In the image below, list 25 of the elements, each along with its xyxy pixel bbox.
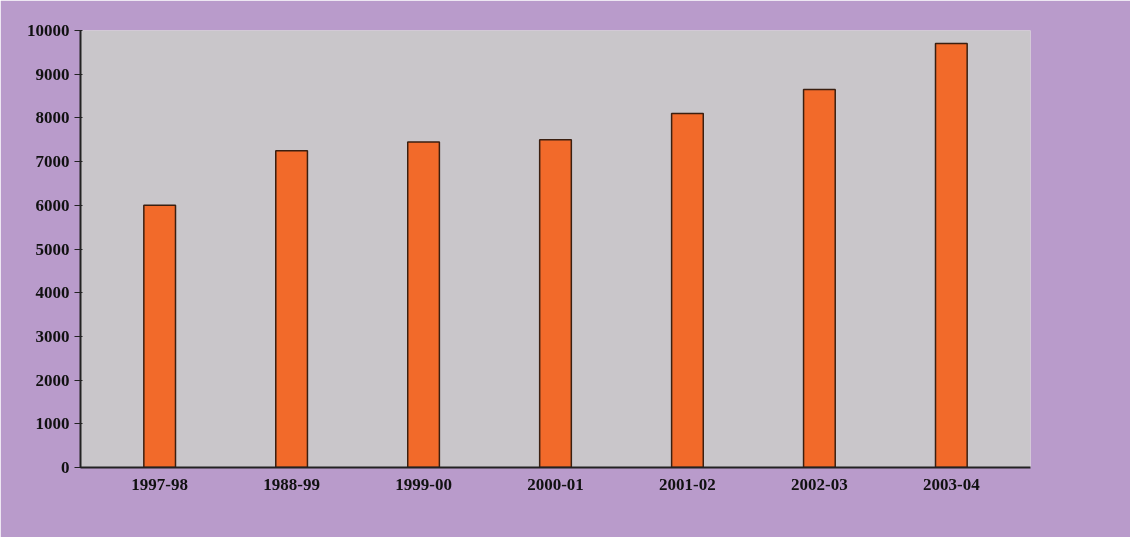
y-tick-label: 1000 [35,414,70,434]
y-tick-label: 8000 [35,108,70,128]
bar [934,42,968,468]
bar [143,204,177,468]
bar [406,141,441,468]
x-tick-label: 2000-01 [527,474,584,494]
bar [275,149,309,468]
y-tick-label: 4000 [35,283,70,303]
y-tick-label: 6000 [35,195,70,215]
y-tick-label: 0 [61,458,70,477]
bar [670,112,705,468]
y-tick-label: 10000 [27,21,70,40]
x-tick-label: 2003-04 [923,474,981,494]
x-tick-label: 2001-02 [659,474,716,494]
x-tick-label: 1988-99 [263,474,320,494]
y-tick-label: 7000 [35,152,70,172]
x-tick-label: 1999-00 [395,474,452,494]
y-tick-label: 9000 [35,64,70,84]
bar [538,139,573,468]
y-tick-label: 2000 [35,370,70,390]
bar [802,88,836,468]
y-tick-label: 5000 [35,239,70,259]
x-tick-label: 2002-03 [791,474,848,494]
y-tick-label: 3000 [35,326,70,346]
x-tick-label: 1997-98 [131,474,189,494]
